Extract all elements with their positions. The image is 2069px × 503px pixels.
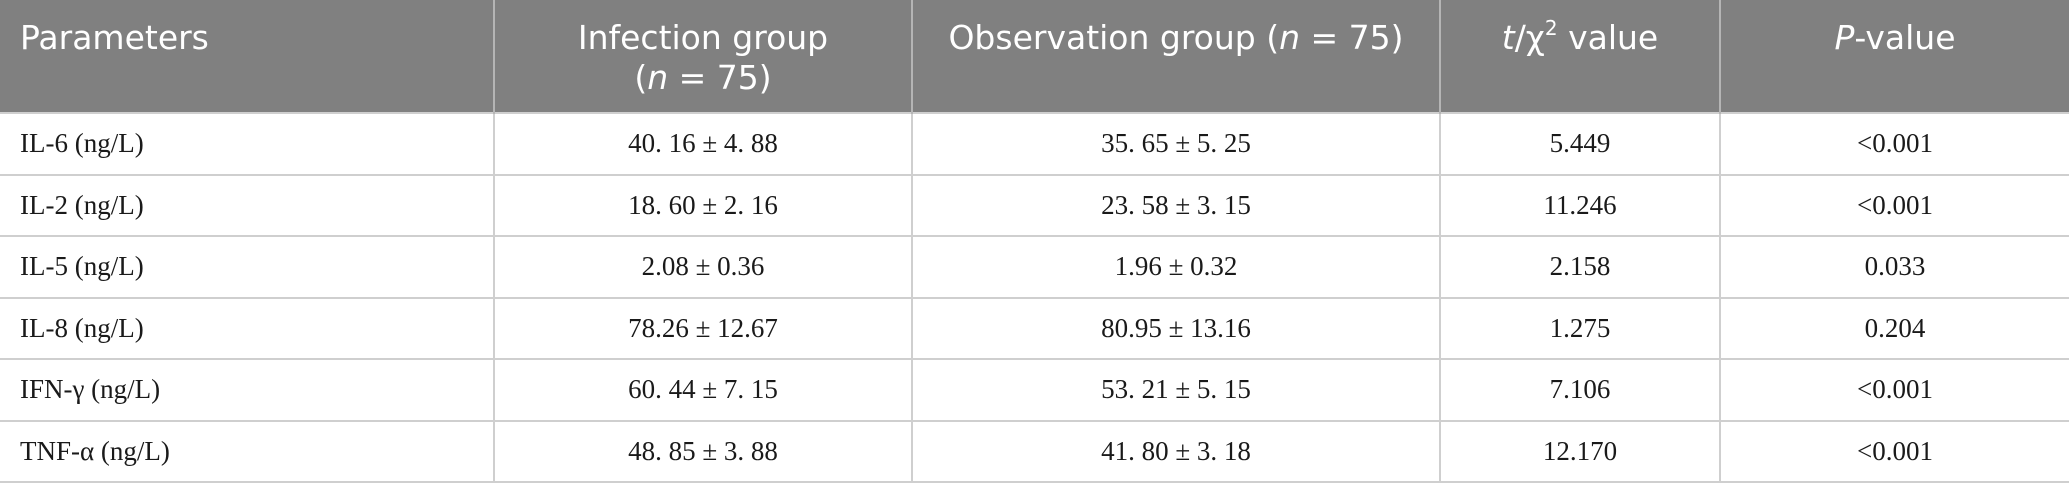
table-body: IL-6 (ng/L) 40. 16 ± 4. 88 35. 65 ± 5. 2… [0, 112, 2069, 483]
header-p-value: P-value [1719, 0, 2069, 113]
cell-parameter: IL-6 (ng/L) [0, 112, 494, 175]
header-infection-group: Infection group (n = 75) [493, 0, 912, 113]
table-row: IFN-γ (ng/L) 60. 44 ± 7. 15 53. 21 ± 5. … [0, 358, 2069, 421]
cell-parameter: IL-5 (ng/L) [0, 235, 494, 298]
cell-observation: 53. 21 ± 5. 15 [911, 358, 1440, 421]
cell-p-value: <0.001 [1719, 112, 2069, 175]
header-row: Parameters Infection group (n = 75) Obser… [0, 0, 2069, 113]
cell-infection: 40. 16 ± 4. 88 [493, 112, 912, 175]
cell-t-chi: 12.170 [1439, 419, 1720, 483]
cell-infection: 60. 44 ± 7. 15 [493, 358, 912, 421]
cell-observation: 35. 65 ± 5. 25 [911, 112, 1440, 175]
cell-p-value: <0.001 [1719, 173, 2069, 236]
table-row: IL-5 (ng/L) 2.08 ± 0.36 1.96 ± 0.32 2.15… [0, 235, 2069, 298]
cell-p-value: 0.033 [1719, 235, 2069, 298]
table-row: TNF-α (ng/L) 48. 85 ± 3. 88 41. 80 ± 3. … [0, 419, 2069, 483]
cell-parameter: TNF-α (ng/L) [0, 419, 494, 483]
header-observation-group: Observation group (n = 75) [911, 0, 1440, 113]
cell-infection: 78.26 ± 12.67 [493, 296, 912, 359]
cell-infection: 18. 60 ± 2. 16 [493, 173, 912, 236]
data-table: Parameters Infection group (n = 75) Obser… [0, 0, 2069, 483]
cell-infection: 2.08 ± 0.36 [493, 235, 912, 298]
cell-parameter: IL-8 (ng/L) [0, 296, 494, 359]
cell-parameter: IL-2 (ng/L) [0, 173, 494, 236]
header-parameters: Parameters [0, 0, 494, 113]
table-row: IL-6 (ng/L) 40. 16 ± 4. 88 35. 65 ± 5. 2… [0, 112, 2069, 175]
table-header: Parameters Infection group (n = 75) Obser… [0, 0, 2069, 113]
table-row: IL-8 (ng/L) 78.26 ± 12.67 80.95 ± 13.16 … [0, 296, 2069, 359]
cell-t-chi: 7.106 [1439, 358, 1720, 421]
cell-parameter: IFN-γ (ng/L) [0, 358, 494, 421]
cell-t-chi: 5.449 [1439, 112, 1720, 175]
cell-t-chi: 2.158 [1439, 235, 1720, 298]
table-row: IL-2 (ng/L) 18. 60 ± 2. 16 23. 58 ± 3. 1… [0, 173, 2069, 236]
cell-observation: 1.96 ± 0.32 [911, 235, 1440, 298]
header-t-chi-value: t/χ2 value [1439, 0, 1720, 113]
cell-t-chi: 11.246 [1439, 173, 1720, 236]
cell-p-value: <0.001 [1719, 419, 2069, 483]
cell-p-value: <0.001 [1719, 358, 2069, 421]
cell-t-chi: 1.275 [1439, 296, 1720, 359]
cell-observation: 23. 58 ± 3. 15 [911, 173, 1440, 236]
cell-infection: 48. 85 ± 3. 88 [493, 419, 912, 483]
cell-observation: 80.95 ± 13.16 [911, 296, 1440, 359]
cell-p-value: 0.204 [1719, 296, 2069, 359]
cell-observation: 41. 80 ± 3. 18 [911, 419, 1440, 483]
